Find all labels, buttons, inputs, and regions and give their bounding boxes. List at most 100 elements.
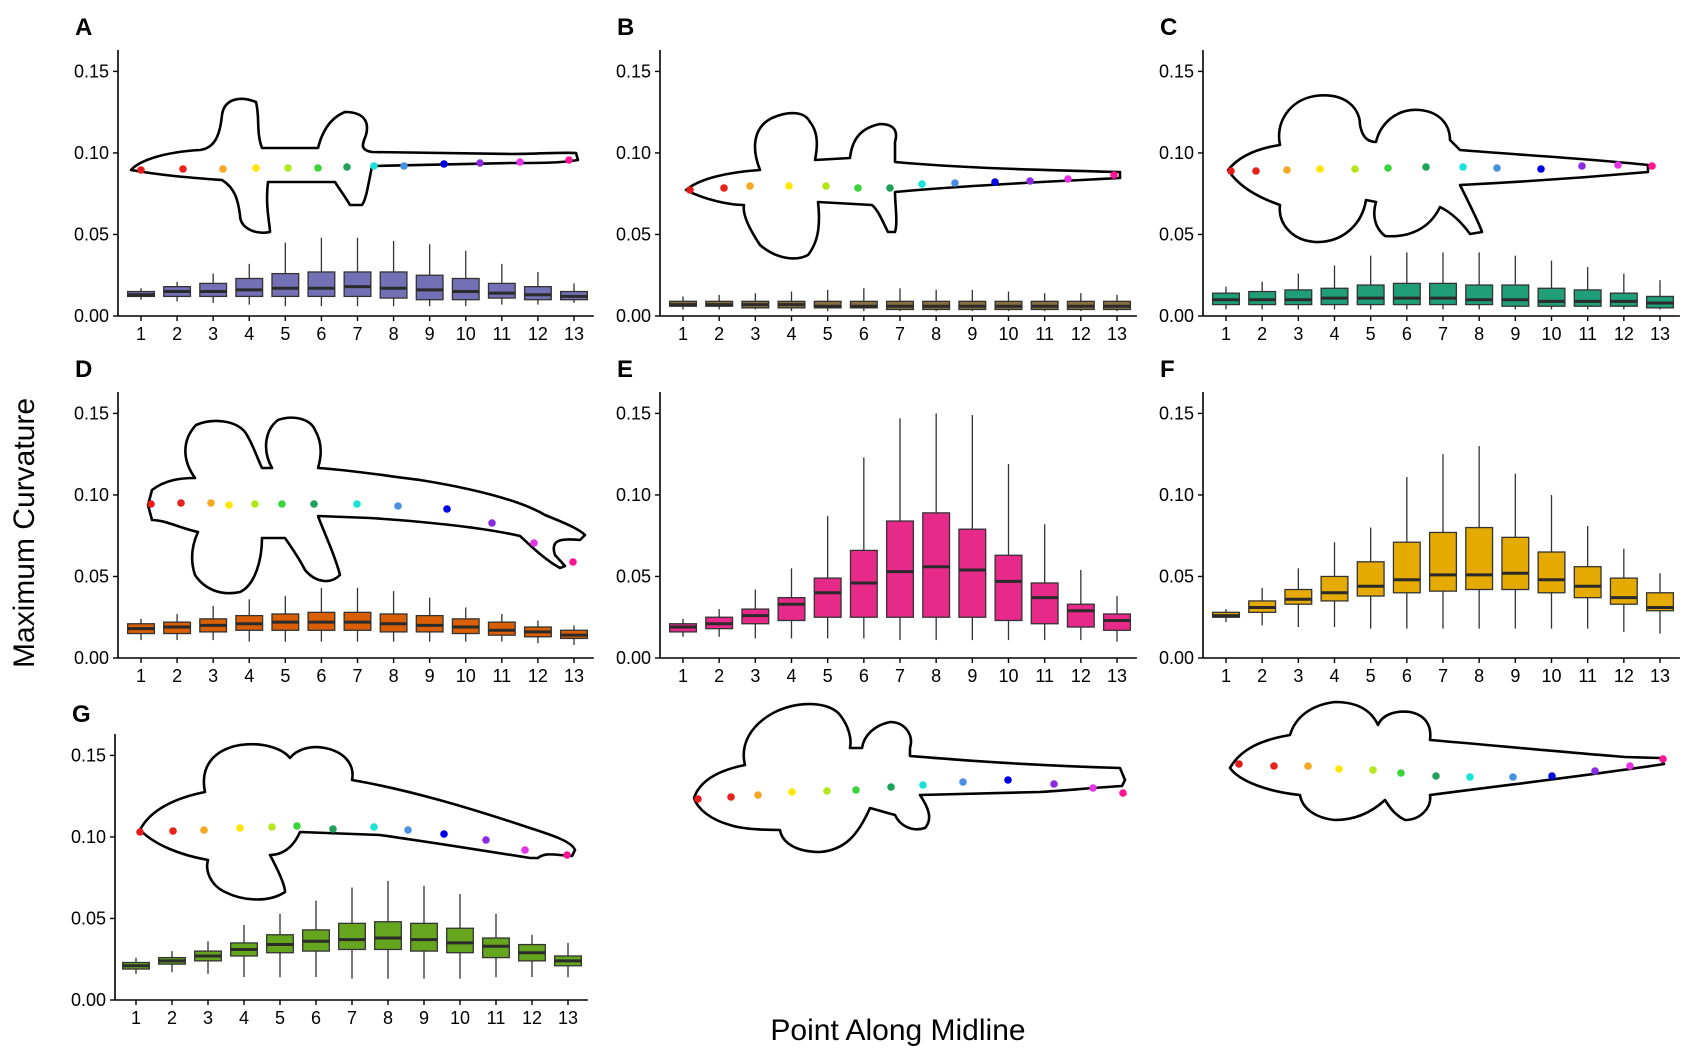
midline-point <box>443 505 451 513</box>
x-tick-label: 4 <box>244 666 254 686</box>
box-11 <box>487 263 516 305</box>
x-tick-label: 1 <box>136 324 146 344</box>
y-axis-title: Maximum Curvature <box>8 398 41 668</box>
midline-point <box>370 162 378 170</box>
x-tick-label: 2 <box>714 666 724 686</box>
x-tick-label: 3 <box>1293 324 1303 344</box>
x-tick-label: 6 <box>316 666 326 686</box>
panel-G: G0.000.050.100.151 2 3 4 5 6 7 8 9 10 11 12 13 <box>71 701 588 1028</box>
x-tick-label: 1 <box>131 1008 141 1028</box>
midline-point <box>488 519 496 527</box>
midline-point <box>727 793 735 801</box>
x-tick-label: 12 <box>1071 666 1091 686</box>
panel-label: A <box>75 14 92 41</box>
y-tick-label: 0.15 <box>71 745 106 765</box>
box-13 <box>1102 596 1132 642</box>
y-tick-label: 0.00 <box>74 306 109 326</box>
box-11 <box>1573 267 1602 310</box>
panel-label: E <box>617 356 633 383</box>
midline-point <box>563 851 571 859</box>
box-body <box>1102 613 1132 631</box>
midline-point <box>252 164 260 172</box>
box-8 <box>379 591 408 642</box>
x-tick-label: 12 <box>1071 324 1091 344</box>
x-tick-label: 6 <box>859 324 869 344</box>
x-tick-label: 2 <box>172 324 182 344</box>
box-9 <box>415 597 444 642</box>
x-tick-label: 3 <box>1293 666 1303 686</box>
x-tick-label: 9 <box>425 324 435 344</box>
box-body <box>451 277 480 301</box>
fish-outline <box>129 97 580 234</box>
x-tick-label: 2 <box>1257 324 1267 344</box>
midline-point <box>404 826 412 834</box>
midline-point <box>236 824 244 832</box>
box-11 <box>1030 524 1059 641</box>
box-2 <box>163 613 192 641</box>
box-13 <box>1645 280 1675 310</box>
box-body <box>1248 290 1277 306</box>
box-7 <box>885 288 915 312</box>
box-10 <box>1537 260 1566 310</box>
x-tick-label: 4 <box>239 1008 249 1028</box>
midline-point <box>1459 163 1467 171</box>
x-tick-label: 7 <box>895 324 905 344</box>
midline-point <box>293 822 301 830</box>
box-body <box>1320 287 1349 306</box>
midline-point <box>1369 766 1377 774</box>
midline-point <box>1648 162 1656 170</box>
x-tick-label: 11 <box>1578 666 1597 686</box>
box-6 <box>1392 477 1421 629</box>
box-2 <box>163 281 192 302</box>
x-tick-label: 13 <box>1650 324 1670 344</box>
midline-point <box>225 501 233 509</box>
panel-C: C0.000.050.100.151 2 3 4 5 6 7 8 9 10 11 12 13 <box>1159 14 1680 344</box>
panel-F: F0.000.050.100.151 2 3 4 5 6 7 8 9 10 11 12 13 <box>1159 356 1680 686</box>
y-tick-label: 0.05 <box>616 566 651 586</box>
box-body <box>1609 292 1638 307</box>
panel-label: F <box>1160 356 1175 383</box>
box-13 <box>1645 573 1675 634</box>
box-1 <box>668 296 698 310</box>
box-4 <box>230 924 258 978</box>
x-tick-label: 5 <box>280 666 290 686</box>
y-tick-label: 0.00 <box>1159 648 1194 668</box>
midline-point <box>200 826 208 834</box>
box-3 <box>1284 568 1313 628</box>
box-3 <box>741 589 770 639</box>
midline-point <box>310 500 318 508</box>
x-tick-label: 6 <box>859 666 869 686</box>
box-body <box>1320 575 1349 602</box>
x-tick-label: 1 <box>1221 324 1231 344</box>
box-8 <box>374 880 402 979</box>
box-body <box>482 937 510 959</box>
box-3 <box>741 293 770 310</box>
midline-point <box>353 500 361 508</box>
x-tick-label: 4 <box>786 324 796 344</box>
midline-point <box>1351 165 1359 173</box>
panel-label: G <box>72 701 91 728</box>
box-4 <box>777 568 806 639</box>
box-4 <box>1320 542 1349 628</box>
box-10 <box>1537 494 1566 629</box>
box-11 <box>1573 525 1602 629</box>
midline-point <box>1270 762 1278 770</box>
box-6 <box>849 457 878 639</box>
x-tick-label: 1 <box>678 324 688 344</box>
box-body <box>1573 289 1602 307</box>
x-tick-label: 5 <box>280 324 290 344</box>
midline-point <box>1466 773 1474 781</box>
midline-point <box>1227 167 1235 175</box>
x-tick-label: 11 <box>1578 324 1597 344</box>
x-tick-label: 8 <box>389 666 399 686</box>
midline-point <box>1335 765 1343 773</box>
y-tick-label: 0.15 <box>616 61 651 81</box>
midline-point <box>991 178 999 186</box>
box-8 <box>922 413 951 641</box>
x-tick-label: 9 <box>967 666 977 686</box>
box-9 <box>1501 255 1530 310</box>
y-tick-label: 0.10 <box>616 143 651 163</box>
fish-outline <box>684 111 1122 260</box>
box-3 <box>199 273 228 303</box>
